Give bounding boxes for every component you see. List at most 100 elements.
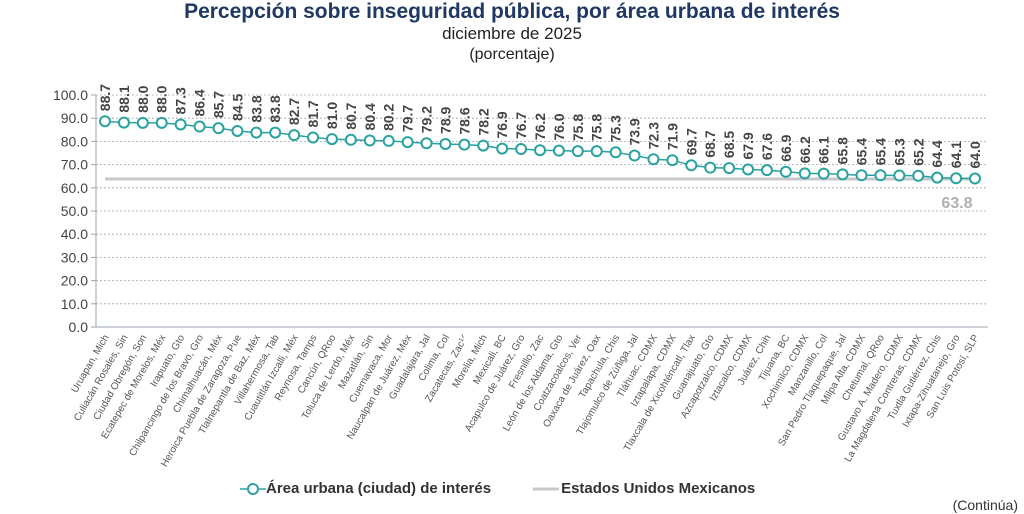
data-point: [874, 169, 887, 182]
data-point: [760, 164, 773, 177]
data-label: 81.7: [305, 100, 321, 127]
y-tick-label: 10.0: [61, 296, 88, 312]
data-label: 65.2: [910, 138, 926, 165]
data-label: 66.2: [797, 136, 813, 163]
data-point: [534, 144, 546, 157]
data-point: [647, 153, 660, 166]
data-label: 69.7: [683, 128, 699, 155]
data-point: [231, 124, 244, 137]
legend-label-city: Área urbana (ciudad) de interés: [266, 480, 492, 497]
data-label: 88.0: [135, 85, 151, 112]
data-point: [817, 167, 830, 180]
data-label: 82.7: [286, 98, 302, 125]
data-label: 64.4: [929, 140, 945, 167]
data-point: [117, 116, 130, 129]
data-label: 78.2: [475, 108, 491, 135]
legend-marker-circle-icon: [240, 482, 266, 495]
data-point: [136, 116, 149, 129]
data-label: 76.0: [551, 113, 567, 140]
data-point: [99, 115, 111, 128]
chart-unit: (porcentaje): [469, 46, 555, 63]
data-label: 79.7: [400, 105, 416, 132]
y-tick-label: 50.0: [61, 203, 88, 219]
data-label: 67.6: [759, 133, 775, 160]
data-point: [628, 149, 641, 162]
data-label: 68.7: [702, 130, 718, 157]
data-label: 84.5: [229, 93, 245, 120]
data-label: 65.4: [872, 138, 888, 165]
data-point: [798, 167, 811, 180]
data-label: 79.2: [419, 106, 435, 133]
y-tick-label: 80.0: [61, 133, 88, 149]
data-label: 88.7: [97, 84, 113, 111]
data-label: 83.8: [267, 95, 283, 122]
y-tick-label: 70.0: [61, 157, 88, 173]
data-label: 76.9: [494, 111, 510, 138]
data-point: [174, 118, 187, 131]
y-tick-label: 30.0: [61, 249, 88, 265]
data-label: 72.3: [645, 122, 661, 149]
data-label: 87.3: [173, 87, 189, 114]
data-point: [496, 142, 509, 155]
data-label: 81.0: [324, 102, 340, 129]
data-label: 66.1: [816, 136, 832, 163]
data-label: 78.9: [437, 106, 453, 133]
data-label: 80.2: [381, 103, 397, 130]
continues-note: (Continúa): [952, 497, 1018, 513]
data-point: [325, 133, 338, 146]
legend-item-national: Estados Unidos Mexicanos: [531, 480, 755, 497]
data-point: [363, 134, 376, 147]
data-point: [779, 165, 792, 178]
data-point: [855, 169, 868, 182]
data-point: [477, 139, 490, 152]
data-point: [893, 169, 906, 182]
data-label: 75.3: [608, 115, 624, 142]
data-label: 75.8: [589, 114, 605, 141]
data-point: [307, 131, 320, 144]
data-point: [439, 137, 452, 150]
data-point: [912, 169, 925, 182]
national-reference-label: 63.8: [941, 195, 972, 212]
data-label: 68.5: [721, 131, 737, 158]
y-tick-label: 100.0: [53, 87, 88, 103]
data-label: 65.8: [835, 137, 851, 164]
data-label: 78.6: [456, 107, 472, 134]
data-label: 88.0: [154, 85, 170, 112]
data-point: [704, 161, 717, 174]
data-label: 76.7: [513, 112, 529, 139]
data-label: 75.8: [570, 114, 586, 141]
data-label: 67.9: [740, 132, 756, 159]
chart-subtitle: diciembre de 2025: [442, 24, 582, 43]
data-label: 64.1: [948, 141, 964, 168]
chart-title: Percepción sobre inseguridad pública, po…: [184, 0, 840, 23]
line-chart: 0.0 10.0 20.0 30.0 40.0 50.0 60.0 70.0 80.0 90.0 1…: [53, 84, 988, 469]
data-point: [401, 136, 414, 149]
y-tick-label: 40.0: [61, 226, 88, 242]
data-label: 73.9: [627, 118, 643, 145]
y-tick-label: 90.0: [61, 110, 88, 126]
data-point: [836, 168, 849, 181]
data-point: [382, 134, 395, 147]
data-point: [742, 163, 755, 176]
data-point: [685, 159, 698, 172]
data-label: 83.8: [248, 95, 264, 122]
legend-label-national: Estados Unidos Mexicanos: [561, 480, 756, 497]
data-point: [269, 126, 282, 139]
data-point: [212, 122, 225, 135]
data-label: 66.9: [778, 134, 794, 161]
data-point: [420, 137, 433, 150]
data-point: [950, 172, 963, 185]
data-point: [250, 126, 263, 139]
data-label: 80.4: [362, 103, 378, 130]
data-label: 88.1: [116, 85, 132, 112]
data-point: [723, 162, 736, 175]
data-point: [515, 143, 528, 156]
data-point: [969, 172, 981, 185]
data-label: 76.2: [532, 113, 548, 140]
data-label: 65.4: [854, 138, 870, 165]
data-point: [609, 146, 622, 159]
data-label: 85.7: [210, 91, 226, 118]
data-point: [155, 116, 168, 129]
data-point: [288, 129, 301, 142]
data-label: 65.3: [891, 138, 907, 165]
